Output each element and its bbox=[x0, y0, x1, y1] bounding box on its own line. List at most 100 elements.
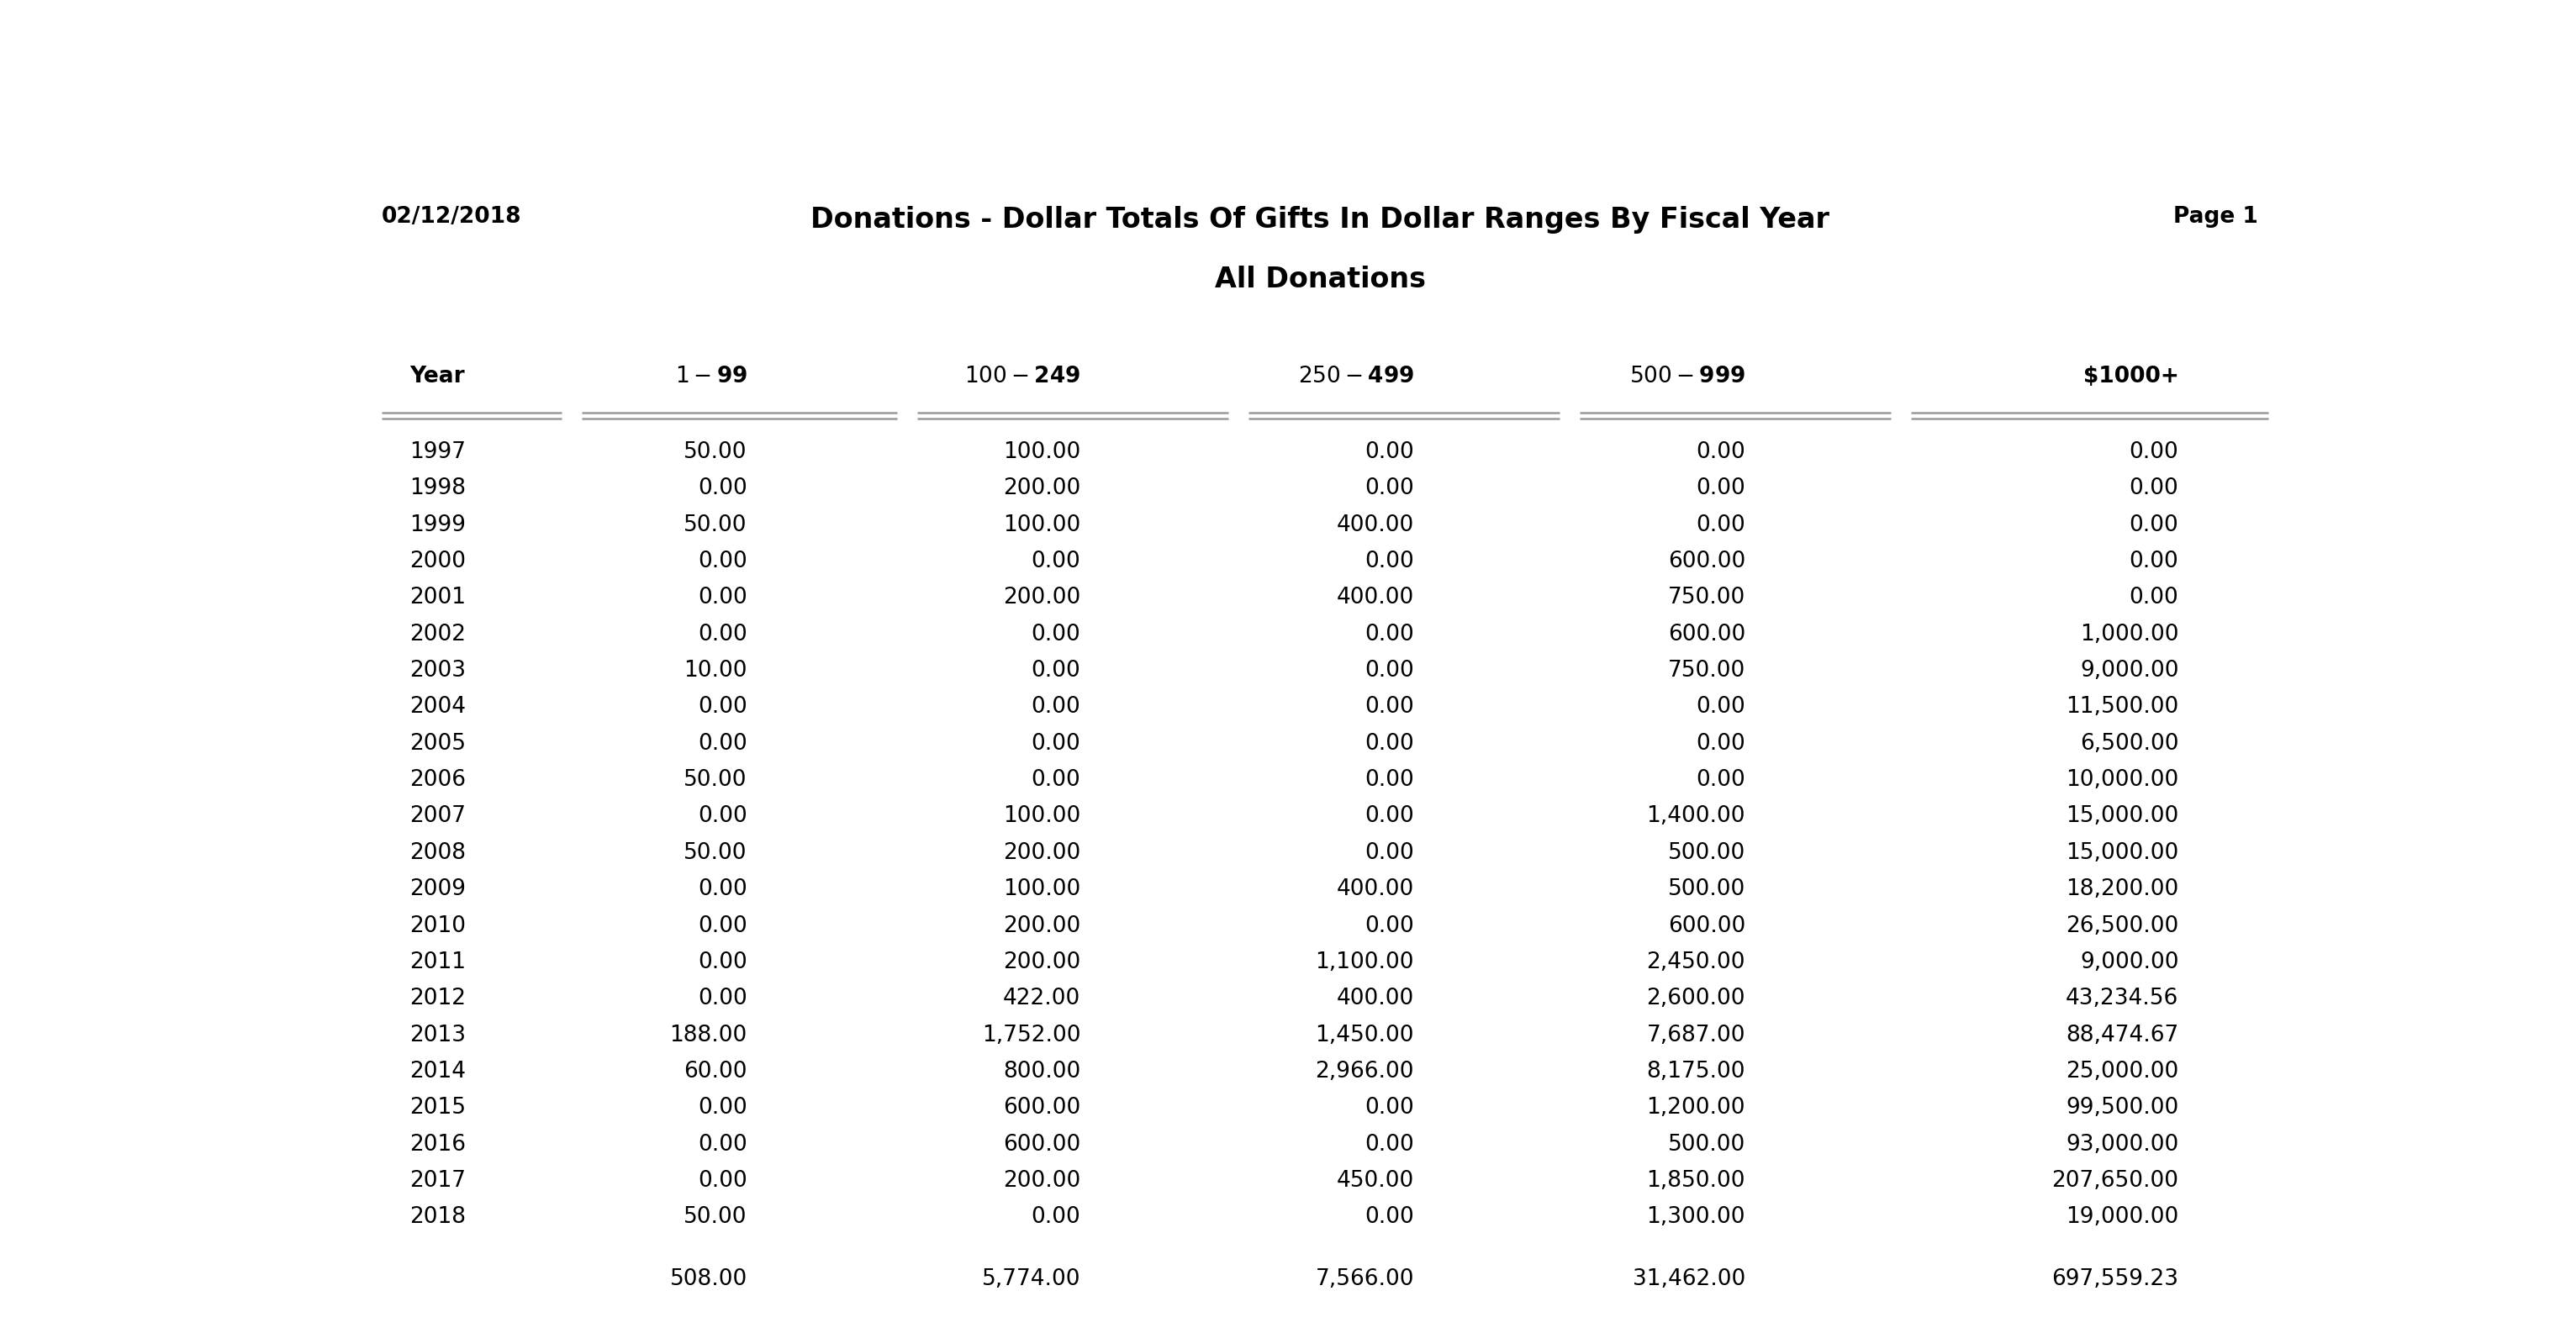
Text: 450.00: 450.00 bbox=[1337, 1170, 1414, 1192]
Text: 0.00: 0.00 bbox=[1365, 769, 1414, 790]
Text: 1998: 1998 bbox=[410, 477, 466, 500]
Text: 10,000.00: 10,000.00 bbox=[2066, 769, 2179, 790]
Text: 6,500.00: 6,500.00 bbox=[2079, 733, 2179, 754]
Text: 0.00: 0.00 bbox=[698, 1170, 747, 1192]
Text: 0.00: 0.00 bbox=[698, 624, 747, 645]
Text: 19,000.00: 19,000.00 bbox=[2066, 1206, 2179, 1228]
Text: 200.00: 200.00 bbox=[1002, 842, 1082, 864]
Text: 11,500.00: 11,500.00 bbox=[2066, 696, 2179, 718]
Text: 0.00: 0.00 bbox=[698, 805, 747, 828]
Text: 0.00: 0.00 bbox=[2130, 587, 2179, 609]
Text: 1999: 1999 bbox=[410, 515, 466, 536]
Text: 0.00: 0.00 bbox=[1365, 1133, 1414, 1156]
Text: 800.00: 800.00 bbox=[1002, 1061, 1082, 1082]
Text: 200.00: 200.00 bbox=[1002, 952, 1082, 973]
Text: 600.00: 600.00 bbox=[1002, 1097, 1082, 1118]
Text: 31,462.00: 31,462.00 bbox=[1633, 1268, 1747, 1290]
Text: 50.00: 50.00 bbox=[683, 515, 747, 536]
Text: 200.00: 200.00 bbox=[1002, 1170, 1082, 1192]
Text: 50.00: 50.00 bbox=[683, 441, 747, 463]
Text: 0.00: 0.00 bbox=[1365, 842, 1414, 864]
Text: 100.00: 100.00 bbox=[1002, 515, 1082, 536]
Text: 0.00: 0.00 bbox=[698, 1097, 747, 1118]
Text: 400.00: 400.00 bbox=[1337, 515, 1414, 536]
Text: 2017: 2017 bbox=[410, 1170, 466, 1192]
Text: 0.00: 0.00 bbox=[1365, 914, 1414, 937]
Text: 2005: 2005 bbox=[410, 733, 466, 754]
Text: 02/12/2018: 02/12/2018 bbox=[381, 207, 523, 228]
Text: 0.00: 0.00 bbox=[1365, 660, 1414, 681]
Text: 18,200.00: 18,200.00 bbox=[2066, 878, 2179, 900]
Text: 0.00: 0.00 bbox=[1365, 624, 1414, 645]
Text: 1997: 1997 bbox=[410, 441, 466, 463]
Text: $100 - $249: $100 - $249 bbox=[963, 365, 1082, 387]
Text: 1,200.00: 1,200.00 bbox=[1646, 1097, 1747, 1118]
Text: 0.00: 0.00 bbox=[698, 587, 747, 609]
Text: 2,600.00: 2,600.00 bbox=[1646, 988, 1747, 1009]
Text: 93,000.00: 93,000.00 bbox=[2066, 1133, 2179, 1156]
Text: 500.00: 500.00 bbox=[1667, 1133, 1747, 1156]
Text: 2000: 2000 bbox=[410, 551, 466, 572]
Text: 0.00: 0.00 bbox=[1695, 733, 1747, 754]
Text: 0.00: 0.00 bbox=[1365, 551, 1414, 572]
Text: 25,000.00: 25,000.00 bbox=[2066, 1061, 2179, 1082]
Text: 697,559.23: 697,559.23 bbox=[2050, 1268, 2179, 1290]
Text: 1,400.00: 1,400.00 bbox=[1646, 805, 1747, 828]
Text: 0.00: 0.00 bbox=[1695, 769, 1747, 790]
Text: 1,752.00: 1,752.00 bbox=[981, 1024, 1082, 1046]
Text: $250 - $499: $250 - $499 bbox=[1298, 365, 1414, 387]
Text: 0.00: 0.00 bbox=[1365, 1206, 1414, 1228]
Text: All Donations: All Donations bbox=[1216, 265, 1425, 293]
Text: 0.00: 0.00 bbox=[1030, 660, 1082, 681]
Text: 0.00: 0.00 bbox=[1030, 551, 1082, 572]
Text: 750.00: 750.00 bbox=[1667, 587, 1747, 609]
Text: 0.00: 0.00 bbox=[1695, 441, 1747, 463]
Text: 750.00: 750.00 bbox=[1667, 660, 1747, 681]
Text: 207,650.00: 207,650.00 bbox=[2050, 1170, 2179, 1192]
Text: 2009: 2009 bbox=[410, 878, 466, 900]
Text: 600.00: 600.00 bbox=[1667, 914, 1747, 937]
Text: 600.00: 600.00 bbox=[1667, 551, 1747, 572]
Text: 0.00: 0.00 bbox=[2130, 515, 2179, 536]
Text: 2003: 2003 bbox=[410, 660, 466, 681]
Text: 400.00: 400.00 bbox=[1337, 988, 1414, 1009]
Text: 7,687.00: 7,687.00 bbox=[1646, 1024, 1747, 1046]
Text: 2018: 2018 bbox=[410, 1206, 466, 1228]
Text: 2016: 2016 bbox=[410, 1133, 466, 1156]
Text: 400.00: 400.00 bbox=[1337, 878, 1414, 900]
Text: 15,000.00: 15,000.00 bbox=[2066, 805, 2179, 828]
Text: 400.00: 400.00 bbox=[1337, 587, 1414, 609]
Text: 2,966.00: 2,966.00 bbox=[1316, 1061, 1414, 1082]
Text: 0.00: 0.00 bbox=[698, 551, 747, 572]
Text: 9,000.00: 9,000.00 bbox=[2079, 660, 2179, 681]
Text: 600.00: 600.00 bbox=[1002, 1133, 1082, 1156]
Text: 2011: 2011 bbox=[410, 952, 466, 973]
Text: 0.00: 0.00 bbox=[1030, 733, 1082, 754]
Text: 2,450.00: 2,450.00 bbox=[1646, 952, 1747, 973]
Text: 0.00: 0.00 bbox=[698, 914, 747, 937]
Text: 99,500.00: 99,500.00 bbox=[2066, 1097, 2179, 1118]
Text: 9,000.00: 9,000.00 bbox=[2079, 952, 2179, 973]
Text: 0.00: 0.00 bbox=[1365, 1097, 1414, 1118]
Text: 500.00: 500.00 bbox=[1667, 878, 1747, 900]
Text: 1,450.00: 1,450.00 bbox=[1316, 1024, 1414, 1046]
Text: Year: Year bbox=[410, 365, 466, 387]
Text: 0.00: 0.00 bbox=[1030, 769, 1082, 790]
Text: 100.00: 100.00 bbox=[1002, 878, 1082, 900]
Text: 1,300.00: 1,300.00 bbox=[1646, 1206, 1747, 1228]
Text: 2004: 2004 bbox=[410, 696, 466, 718]
Text: 0.00: 0.00 bbox=[1030, 624, 1082, 645]
Text: 2015: 2015 bbox=[410, 1097, 466, 1118]
Text: 0.00: 0.00 bbox=[1695, 696, 1747, 718]
Text: $1000+: $1000+ bbox=[2084, 365, 2179, 387]
Text: 2010: 2010 bbox=[410, 914, 466, 937]
Text: 15,000.00: 15,000.00 bbox=[2066, 842, 2179, 864]
Text: 200.00: 200.00 bbox=[1002, 914, 1082, 937]
Text: 2002: 2002 bbox=[410, 624, 466, 645]
Text: 50.00: 50.00 bbox=[683, 769, 747, 790]
Text: 100.00: 100.00 bbox=[1002, 441, 1082, 463]
Text: 0.00: 0.00 bbox=[698, 696, 747, 718]
Text: 2012: 2012 bbox=[410, 988, 466, 1009]
Text: 100.00: 100.00 bbox=[1002, 805, 1082, 828]
Text: 1,000.00: 1,000.00 bbox=[2079, 624, 2179, 645]
